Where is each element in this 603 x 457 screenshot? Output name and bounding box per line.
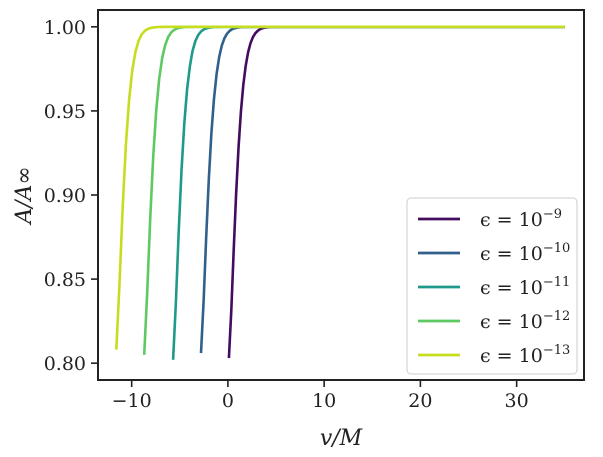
- y-tick-label: 0.90: [44, 185, 86, 207]
- y-axis-label: A/A∞: [12, 166, 37, 226]
- x-axis-label: v/M: [320, 426, 363, 451]
- y-tick-label: 0.95: [44, 101, 86, 123]
- x-tick-label: −10: [112, 390, 152, 412]
- y-tick-label: 0.80: [44, 353, 86, 375]
- y-tick-label: 1.00: [44, 17, 86, 39]
- y-tick-label: 0.85: [44, 269, 86, 291]
- legend: ϵ = 10−9ϵ = 10−10ϵ = 10−11ϵ = 10−12ϵ = 1…: [406, 197, 578, 375]
- series-layer: [115, 25, 565, 360]
- x-tick-label: 10: [312, 390, 336, 412]
- x-tick-label: 20: [408, 390, 432, 412]
- series-line-5: [115, 25, 565, 350]
- x-axis: −10 0 10 20 30: [112, 380, 529, 412]
- y-axis: 0.80 0.85 0.90 0.95 1.00: [44, 17, 98, 375]
- x-tick-label: 0: [222, 390, 234, 412]
- legend-box: [406, 197, 578, 375]
- x-tick-label: 30: [505, 390, 529, 412]
